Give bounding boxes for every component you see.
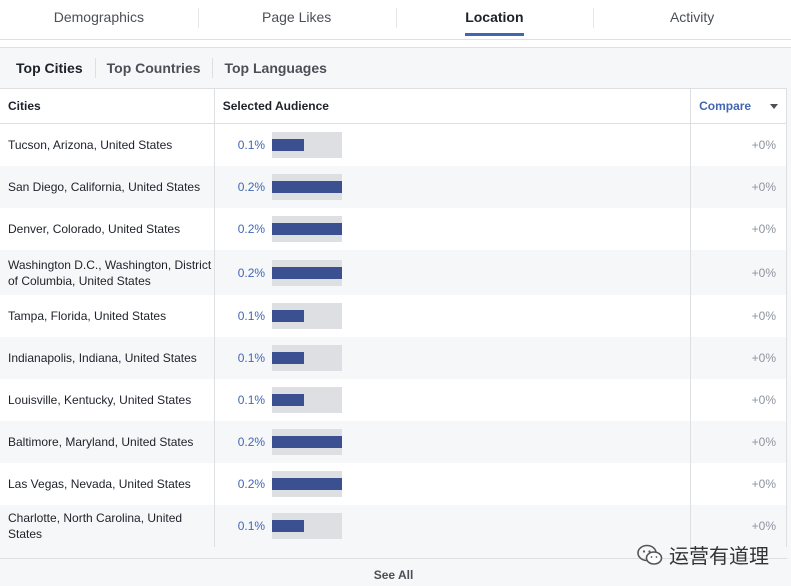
- compare-value: +0%: [751, 519, 776, 533]
- compare-value: +0%: [751, 222, 776, 236]
- table-row: Louisville, Kentucky, United States 0.1% +…: [0, 379, 786, 421]
- audience-bar-track: [271, 513, 342, 539]
- audience-percent: 0.2%: [237, 222, 266, 236]
- audience-bar: [271, 436, 342, 448]
- city-name: Tucson, Arizona, United States: [0, 124, 215, 166]
- location-panel: Top Cities Top Countries Top Languages C…: [0, 47, 791, 586]
- tab-activity[interactable]: Activity: [593, 0, 791, 39]
- audience-percent: 0.1%: [237, 519, 266, 533]
- audience-bar-track: [271, 387, 342, 413]
- city-name: Baltimore, Maryland, United States: [0, 421, 215, 463]
- compare-label: Compare: [699, 99, 752, 113]
- table-row: Tucson, Arizona, United States 0.1% +0%: [0, 124, 786, 166]
- city-name: Charlotte, North Carolina, United States: [0, 505, 215, 547]
- audience-cell: 0.1%: [215, 505, 692, 547]
- audience-percent: 0.1%: [237, 309, 266, 323]
- city-name: Denver, Colorado, United States: [0, 208, 215, 250]
- table-row: San Diego, California, United States 0.2%…: [0, 166, 786, 208]
- table-row: Las Vegas, Nevada, United States 0.2% +0%: [0, 463, 786, 505]
- audience-bar: [271, 352, 304, 364]
- header-cities: Cities: [0, 89, 215, 123]
- compare-dropdown[interactable]: Compare: [691, 89, 786, 123]
- tab-top-cities[interactable]: Top Cities: [16, 60, 83, 76]
- compare-value: +0%: [751, 180, 776, 194]
- table-header: Cities Selected Audience Compare: [0, 89, 786, 124]
- top-tab-bar: Demographics Page Likes Location Activit…: [0, 0, 791, 40]
- audience-bar-track: [271, 132, 342, 158]
- audience-cell: 0.2%: [215, 208, 692, 250]
- watermark-text: 运营有道理: [669, 544, 769, 568]
- audience-bar-track: [271, 345, 342, 371]
- city-name: Tampa, Florida, United States: [0, 295, 215, 337]
- audience-bar: [271, 223, 342, 235]
- compare-value: +0%: [751, 351, 776, 365]
- audience-percent: 0.2%: [237, 265, 266, 280]
- audience-cell: 0.1%: [215, 379, 692, 421]
- audience-bar-track: [271, 174, 342, 200]
- compare-value: +0%: [751, 265, 776, 280]
- audience-bar-track: [271, 216, 342, 242]
- caret-down-icon: [769, 104, 778, 109]
- audience-cell: 0.2%: [215, 250, 692, 295]
- audience-bar-track: [271, 429, 342, 455]
- audience-cell: 0.2%: [215, 463, 692, 505]
- audience-bar: [271, 520, 304, 532]
- table-body: Tucson, Arizona, United States 0.1% +0% San…: [0, 124, 786, 547]
- audience-cell: 0.1%: [215, 337, 692, 379]
- audience-percent: 0.2%: [237, 180, 266, 194]
- audience-bar: [271, 478, 342, 490]
- audience-percent: 0.2%: [237, 477, 266, 491]
- compare-value: +0%: [751, 477, 776, 491]
- table-row: Indianapolis, Indiana, United States 0.1%…: [0, 337, 786, 379]
- city-name: Washington D.C., Washington, District of…: [0, 250, 215, 295]
- city-name: Louisville, Kentucky, United States: [0, 379, 215, 421]
- audience-bar-track: [271, 303, 342, 329]
- audience-bar: [271, 266, 342, 279]
- tab-demographics[interactable]: Demographics: [53, 9, 144, 25]
- see-all-button[interactable]: See All: [0, 558, 787, 586]
- audience-percent: 0.1%: [237, 393, 266, 407]
- tab-page-likes[interactable]: Page Likes: [197, 0, 396, 39]
- audience-bar-track: [271, 471, 342, 497]
- audience-cell: 0.2%: [215, 166, 692, 208]
- compare-value: +0%: [751, 138, 776, 152]
- audience-bar-track: [271, 259, 342, 286]
- audience-percent: 0.1%: [237, 351, 266, 365]
- compare-value: +0%: [751, 309, 776, 323]
- header-selected-audience: Selected Audience: [215, 89, 692, 123]
- table-row: Tampa, Florida, United States 0.1% +0%: [0, 295, 786, 337]
- city-name: Las Vegas, Nevada, United States: [0, 463, 215, 505]
- audience-cell: 0.1%: [215, 124, 692, 166]
- tab-top-countries[interactable]: Top Countries: [94, 48, 213, 88]
- audience-cell: 0.1%: [215, 295, 692, 337]
- table-row: Denver, Colorado, United States 0.2% +0%: [0, 208, 786, 250]
- tab-location[interactable]: Location: [395, 0, 594, 39]
- cities-table: Cities Selected Audience Compare Tucson,…: [0, 88, 787, 547]
- audience-bar: [271, 139, 304, 151]
- sub-tab-bar: Top Cities Top Countries Top Languages: [0, 48, 791, 88]
- city-name: Indianapolis, Indiana, United States: [0, 337, 215, 379]
- audience-percent: 0.2%: [237, 435, 266, 449]
- compare-value: +0%: [751, 435, 776, 449]
- audience-bar: [271, 310, 304, 322]
- audience-bar: [271, 394, 304, 406]
- table-row: Charlotte, North Carolina, United States…: [0, 505, 786, 547]
- compare-value: +0%: [751, 393, 776, 407]
- audience-cell: 0.2%: [215, 421, 692, 463]
- city-name: San Diego, California, United States: [0, 166, 215, 208]
- table-row: Baltimore, Maryland, United States 0.2% +0…: [0, 421, 786, 463]
- tab-top-languages[interactable]: Top Languages: [212, 48, 338, 88]
- wechat-icon: [637, 544, 663, 565]
- audience-bar: [271, 181, 342, 193]
- table-row: Washington D.C., Washington, District of…: [0, 250, 786, 295]
- watermark: 运营有道理: [637, 540, 769, 569]
- audience-percent: 0.1%: [237, 138, 266, 152]
